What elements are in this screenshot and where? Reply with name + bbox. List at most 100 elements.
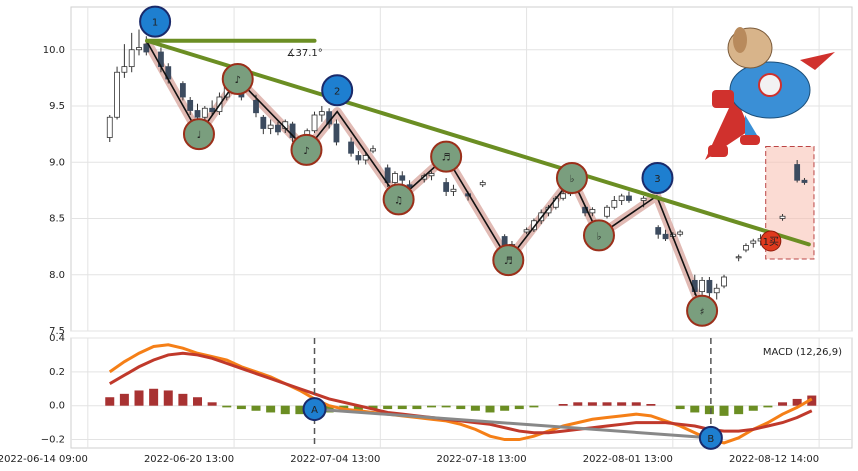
note-label: ♪ [235, 75, 241, 86]
macd-bar [207, 402, 217, 406]
y-tick-label: 9.5 [49, 101, 65, 112]
divergence-marker [302, 397, 327, 422]
candle-body [114, 71, 120, 118]
macd-bar [368, 405, 378, 410]
mascot-boot [740, 135, 760, 145]
note-label: ♯ [700, 307, 705, 318]
wave-label: 1 [152, 18, 158, 29]
note-marker [686, 294, 719, 327]
macd-bar [178, 393, 188, 406]
macd-bar [792, 398, 802, 406]
candle-body [128, 49, 135, 68]
candle-body [348, 141, 354, 154]
divergence-label: A [311, 405, 318, 416]
candle-body [136, 47, 142, 51]
macd-bar [617, 402, 627, 406]
candle-body [530, 220, 537, 231]
mascot-ear [733, 27, 747, 53]
mascot-leg [745, 115, 760, 140]
candle-body [311, 114, 318, 132]
macd-bar [646, 404, 656, 406]
y-tick-label: 0.2 [49, 367, 65, 378]
mascot-emblem [758, 73, 782, 97]
signal-label: 1买 [763, 236, 779, 248]
candle-body [604, 206, 610, 217]
macd-bar [602, 402, 612, 406]
candle-body [253, 99, 259, 114]
macd-bar [427, 405, 437, 408]
macd-bar [587, 402, 597, 406]
divergence-line [314, 407, 711, 440]
y-tick-label: 10.0 [43, 45, 65, 56]
macd-bar [134, 390, 144, 406]
note-label: ♫ [394, 195, 403, 206]
macd-bar [763, 405, 773, 408]
y-tick-label: −0.2 [41, 435, 65, 446]
candle-body [699, 279, 705, 293]
x-tick-label: 2022-07-04 13:00 [290, 454, 380, 465]
wave-marker [641, 162, 674, 194]
macd-bar [280, 405, 290, 415]
wave-label: 2 [334, 86, 340, 97]
y-tick-label: 8.5 [49, 214, 65, 225]
note-marker [182, 118, 215, 151]
y-tick-label: 7.5 [49, 326, 65, 337]
candle-body [735, 256, 742, 259]
candle-body [626, 195, 632, 201]
y-tick-label: 0.0 [49, 401, 65, 412]
macd-label: MACD (12,26,9) [763, 347, 842, 358]
note-label: ♭ [597, 231, 602, 242]
candle-body [560, 193, 567, 199]
note-label: ♬ [504, 256, 513, 267]
candle-body [318, 111, 325, 116]
candle-body [179, 83, 186, 98]
macd-bar [119, 393, 129, 406]
candle-body [794, 164, 801, 181]
macd-bar [631, 402, 641, 406]
x-tick-label: 2022-08-01 13:00 [583, 454, 673, 465]
candle-body [721, 276, 727, 287]
macd-bar [456, 405, 466, 410]
x-tick-label: 2022-06-14 09:00 [0, 454, 88, 465]
candle-body [706, 279, 713, 294]
candle-body [209, 107, 216, 113]
macd-bar [397, 405, 407, 410]
candle-body [392, 173, 398, 183]
macd-bar [704, 405, 714, 415]
x-tick-label: 2022-07-18 13:00 [436, 454, 526, 465]
macd-bar [558, 404, 568, 406]
candle-body [289, 123, 296, 138]
candle-body [194, 110, 201, 118]
candle-body [333, 123, 340, 143]
macd-bar [441, 405, 451, 408]
candle-body [143, 43, 150, 53]
mascot-boot [708, 145, 728, 157]
candle-body [640, 197, 647, 201]
note-label: ♬ [442, 153, 451, 164]
macd-bar [266, 405, 276, 413]
candle-body [370, 148, 376, 152]
macd-bar [778, 402, 788, 406]
y-tick-label: 8.0 [49, 270, 65, 281]
macd-bar [251, 405, 261, 411]
candle-body [121, 66, 128, 73]
candle-body [479, 182, 486, 186]
macd-bar [529, 405, 539, 408]
x-tick-label: 2022-08-12 14:00 [729, 454, 819, 465]
macd-bar [222, 405, 232, 408]
note-label: ♩ [197, 130, 202, 141]
wave-label: 3 [654, 174, 660, 185]
y-tick-label: 0.4 [49, 333, 65, 344]
macd-bar [500, 405, 510, 411]
candle-body [713, 287, 720, 294]
trend-line [145, 38, 811, 247]
signal-marker [760, 230, 782, 252]
candle-body [267, 124, 274, 129]
macd-bar [295, 405, 305, 415]
note-label: ♪ [303, 146, 309, 157]
note-marker [492, 244, 525, 277]
candle-body [618, 195, 625, 201]
candle-body [355, 155, 362, 161]
